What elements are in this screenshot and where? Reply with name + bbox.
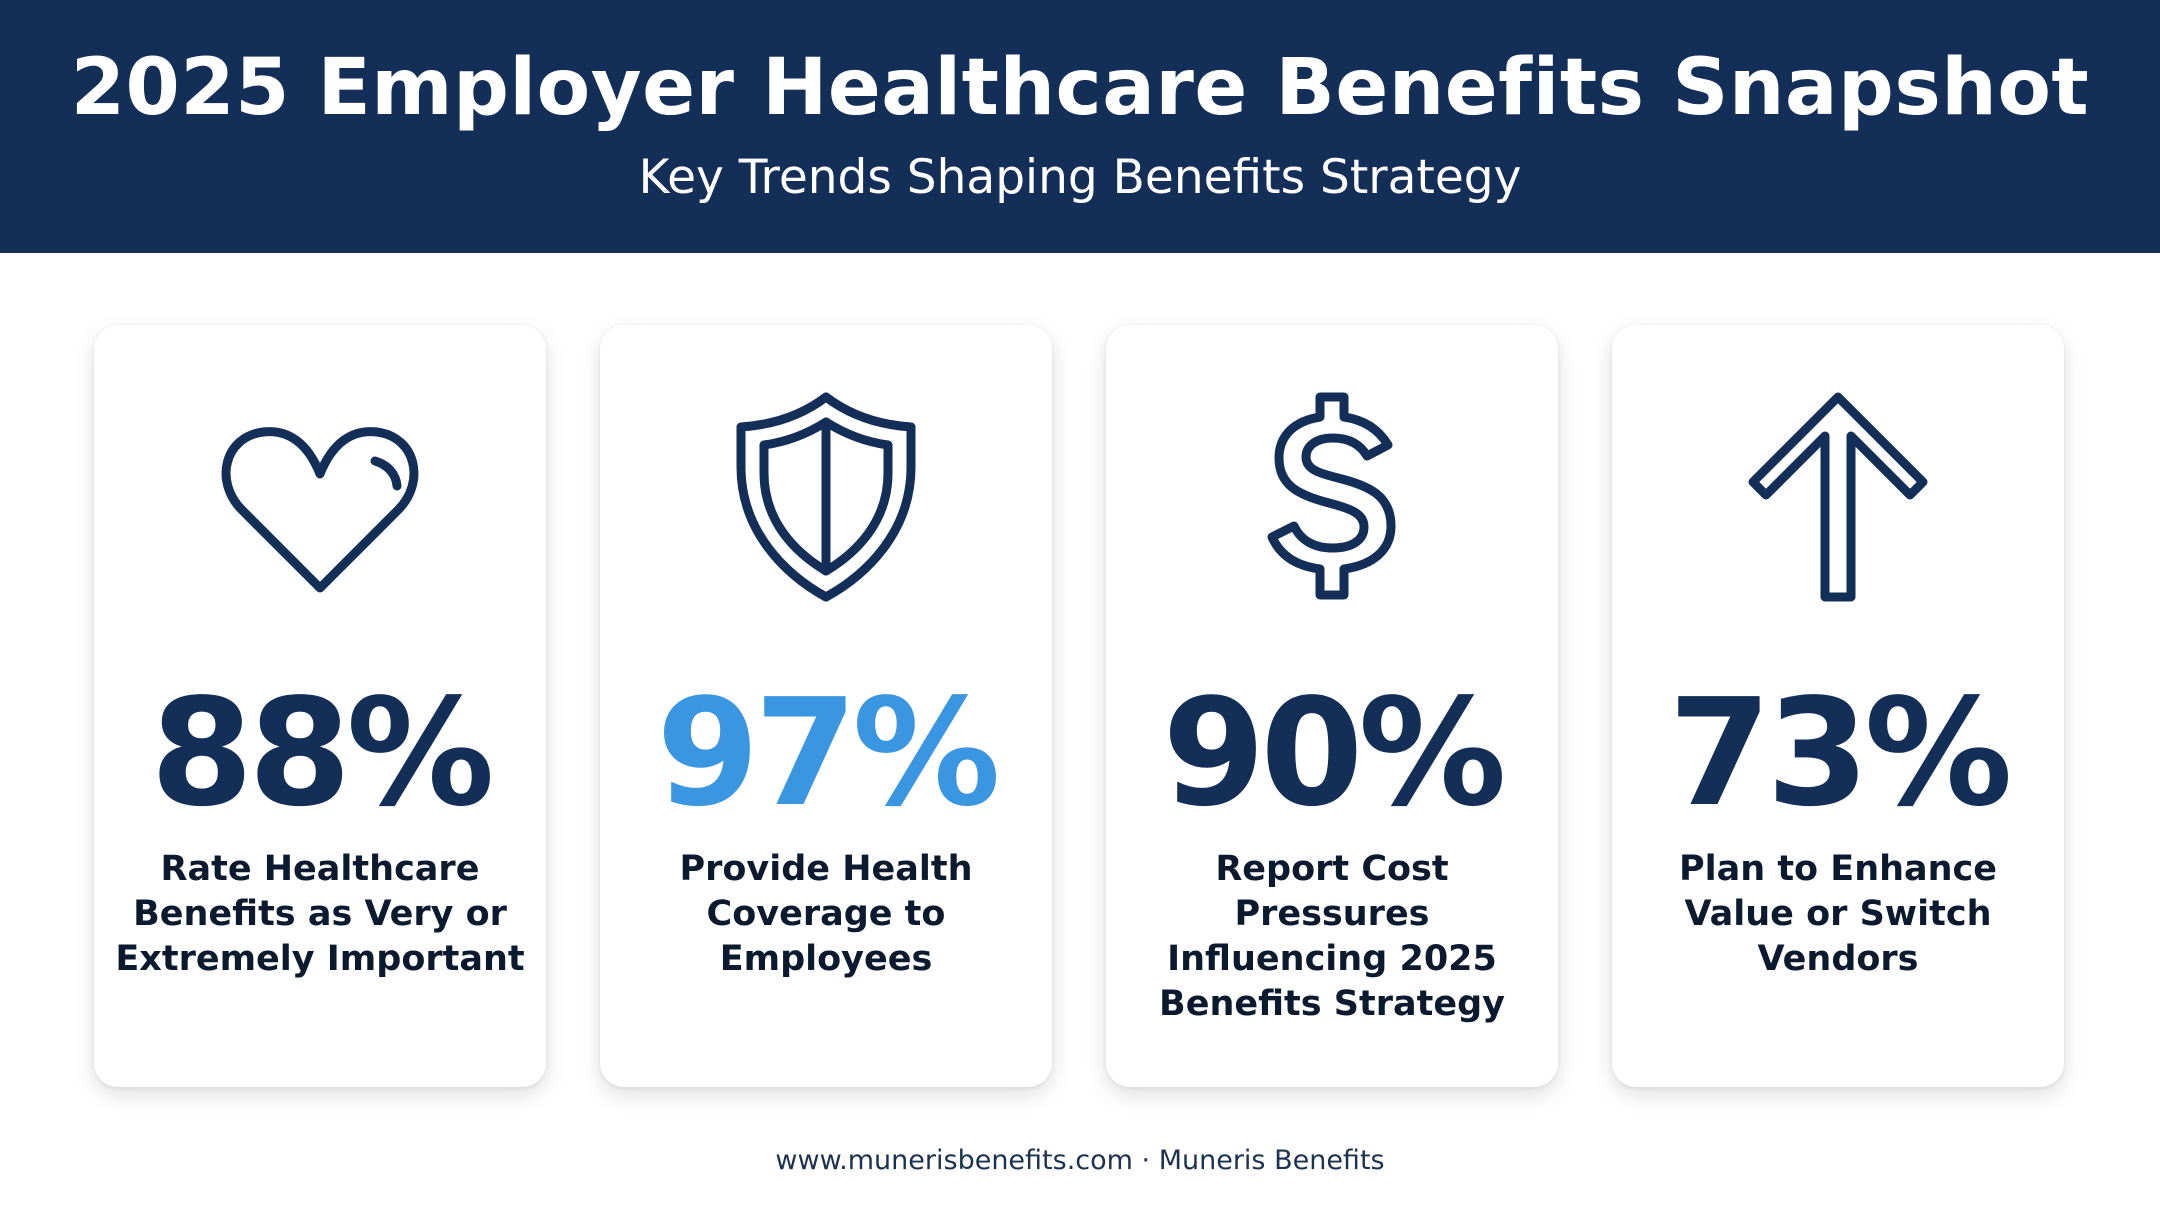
shield-icon: [600, 325, 1052, 625]
stat-card-cost-pressures: 90% Report Cost Pressures Influencing 20…: [1106, 325, 1558, 1087]
stat-value: 88%: [150, 667, 494, 839]
dollar-icon: [1106, 325, 1558, 625]
stat-label: Report Cost Pressures Influencing 2025 B…: [1159, 849, 1505, 1024]
page-subtitle: Key Trends Shaping Benefits Strategy: [638, 150, 1522, 205]
page-title: 2025 Employer Healthcare Benefits Snapsh…: [70, 43, 2090, 133]
footer-source: www.munerisbenefits.com · Muneris Benefi…: [775, 1145, 1385, 1176]
stat-label: Rate Healthcare Benefits as Very or Extr…: [115, 849, 525, 979]
stat-value: 73%: [1668, 667, 2012, 839]
heart-icon: [94, 325, 546, 625]
stat-value: 97%: [656, 667, 1000, 839]
stat-card-importance: 88% Rate Healthcare Benefits as Very or …: [94, 325, 546, 1087]
stat-card-enhance-value: 73% Plan to Enhance Value or Switch Vend…: [1612, 325, 2064, 1087]
stat-label: Plan to Enhance Value or Switch Vendors: [1678, 849, 1998, 979]
stat-value: 90%: [1162, 667, 1506, 839]
stat-label: Provide Health Coverage to Employees: [679, 849, 973, 979]
stat-card-coverage: 97% Provide Health Coverage to Employees: [600, 325, 1052, 1087]
header-banner: 2025 Employer Healthcare Benefits Snapsh…: [0, 0, 2160, 253]
arrow-up-icon: [1612, 325, 2064, 625]
